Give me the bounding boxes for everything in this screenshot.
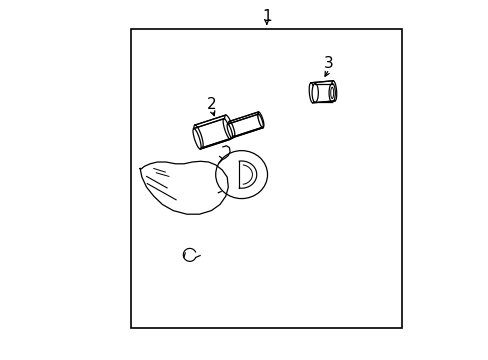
Ellipse shape bbox=[328, 84, 335, 102]
Ellipse shape bbox=[331, 81, 336, 101]
Text: 3: 3 bbox=[324, 55, 333, 71]
Ellipse shape bbox=[224, 115, 233, 138]
Text: 2: 2 bbox=[207, 97, 217, 112]
Ellipse shape bbox=[257, 114, 263, 128]
Ellipse shape bbox=[311, 84, 318, 102]
Ellipse shape bbox=[215, 150, 267, 199]
Text: 1: 1 bbox=[262, 9, 271, 24]
Ellipse shape bbox=[193, 125, 203, 148]
Ellipse shape bbox=[223, 119, 231, 139]
Ellipse shape bbox=[257, 112, 264, 127]
Ellipse shape bbox=[193, 129, 201, 149]
Ellipse shape bbox=[308, 83, 314, 103]
Bar bbox=[131, 29, 401, 328]
Ellipse shape bbox=[226, 124, 232, 138]
Ellipse shape bbox=[228, 121, 234, 136]
